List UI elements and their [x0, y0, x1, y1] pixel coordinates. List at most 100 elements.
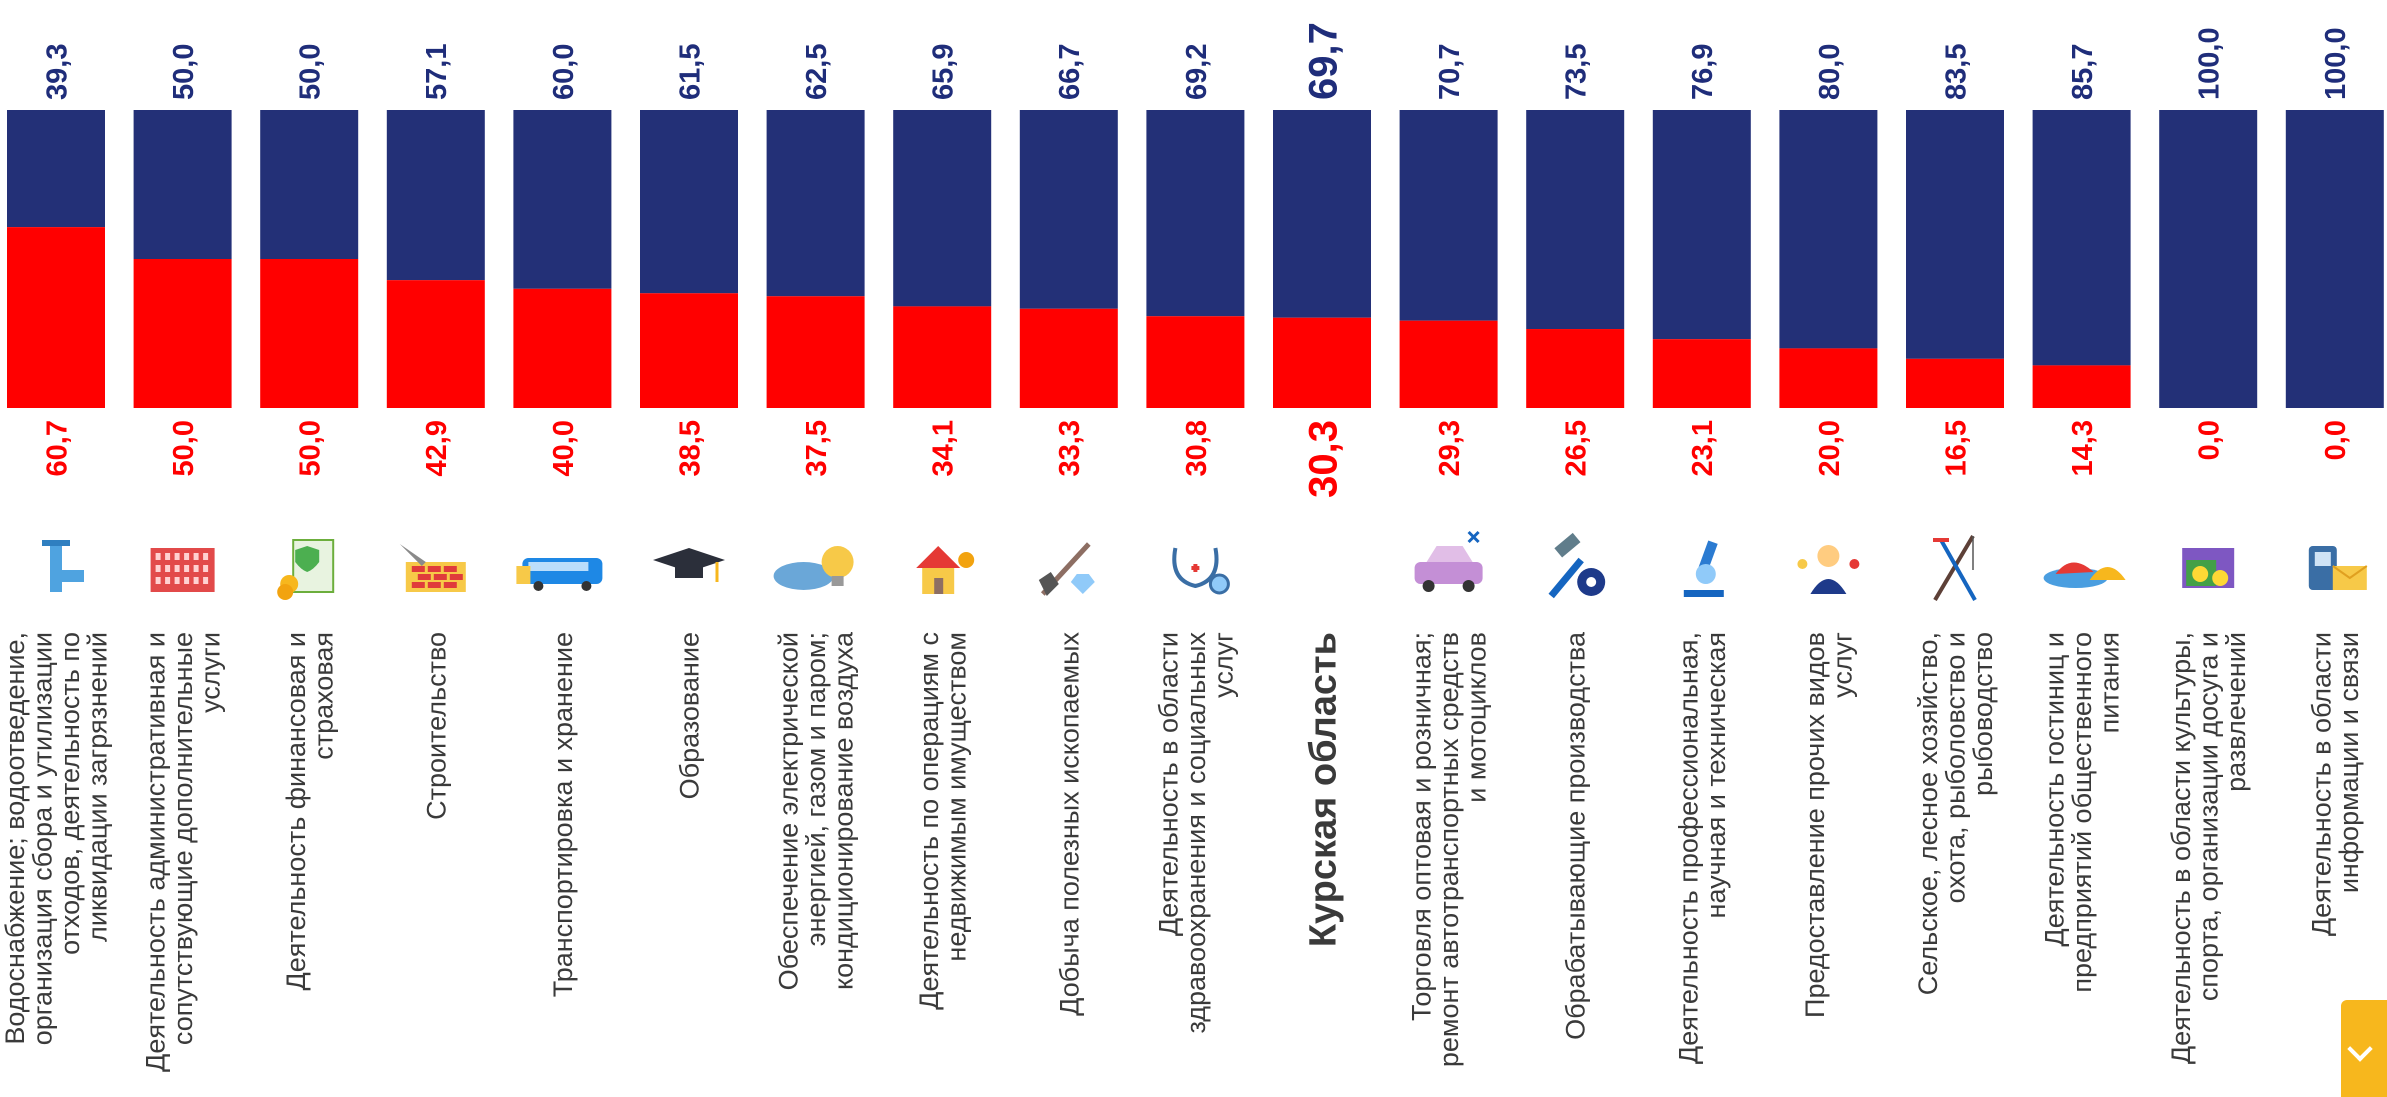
bar-upper-segment — [1146, 110, 1245, 317]
category-label: Деятельность гостиниц ипредприятий общес… — [2040, 632, 2125, 993]
upper-value-label: 60,0 — [548, 44, 580, 100]
category-label-line: ликвидации загрязнений — [83, 632, 113, 942]
category-label: Деятельность в областиинформации и связи — [2307, 632, 2365, 936]
category-label-line: и мотоциклов — [1462, 632, 1492, 803]
lower-value-labels: 60,7 50,0 50,0 42,9 40,0 38,5 37,5 34,1 33,3 30,8… — [41, 420, 2352, 498]
upper-value-label: 65,9 — [928, 44, 960, 100]
lower-value-label: 60,7 — [41, 420, 73, 476]
insurance-document-icon — [277, 539, 335, 600]
upper-value-label: 61,5 — [674, 44, 706, 100]
bars-layer — [7, 110, 2384, 408]
lower-value-label: 0,0 — [2320, 420, 2352, 460]
upper-value-label: 39,3 — [41, 44, 73, 100]
upper-value-label: 85,7 — [2067, 44, 2099, 100]
bar-lower-segment — [7, 227, 105, 408]
bar-lower-segment — [893, 306, 992, 408]
stethoscope-icon — [1172, 547, 1230, 595]
category-label-line: здравоохранения и социальных — [1181, 632, 1211, 1034]
lower-value-label: 40,0 — [548, 420, 580, 476]
category-label-line: услуг — [1828, 632, 1858, 698]
category-label-line: Деятельность административная и — [141, 632, 171, 1072]
bar-lower-segment — [1146, 316, 1245, 408]
lower-value-label: 42,9 — [421, 420, 453, 476]
bar-upper-segment — [133, 110, 232, 259]
category-label-line: Курская область — [1302, 632, 1344, 947]
bar-lower-segment — [1273, 317, 1371, 408]
category-label-line: услуг — [1208, 632, 1238, 698]
fishing-rod-icon — [1933, 534, 1977, 602]
category-label-line: Деятельность финансовая и — [281, 632, 311, 991]
bar-lower-segment — [386, 280, 485, 408]
bar-lower-segment — [766, 296, 865, 408]
theater-ticket-icon — [2182, 548, 2235, 588]
bar-lower-segment — [1019, 308, 1118, 408]
upper-value-label: 50,0 — [168, 44, 200, 100]
bar-upper-segment — [7, 110, 105, 228]
category-label-line: предприятий общественного — [2067, 632, 2097, 993]
bar-lower-segment — [513, 288, 612, 408]
category-label: Строительство — [421, 632, 451, 820]
bar-lower-segment — [1906, 358, 2004, 408]
chevron-down-icon — [2347, 1036, 2373, 1062]
phone-envelope-icon — [2308, 546, 2368, 590]
bar-upper-segment — [640, 110, 738, 294]
lower-value-label: 14,3 — [2067, 420, 2099, 476]
lower-value-label: 0,0 — [2194, 420, 2226, 460]
category-label-line: рыбоводство — [1968, 632, 1998, 796]
category-label-line: Деятельность в области — [2307, 632, 2337, 936]
category-labels: Водоснабжение; водоотведение,организация… — [0, 631, 2364, 1072]
category-label-line: услуги — [196, 632, 226, 713]
category-label-line: Обеспечение электрической — [774, 632, 804, 990]
bar-lower-segment — [1526, 329, 1625, 408]
category-label-line: организация сбора и утилизации — [28, 632, 58, 1045]
house-coins-icon — [916, 546, 975, 594]
bar-upper-segment — [1273, 110, 1371, 318]
water-pipe-icon — [42, 540, 84, 592]
category-label: Образование — [674, 632, 704, 799]
bar-lower-segment — [640, 293, 738, 408]
bar-lower-segment — [1399, 320, 1498, 408]
bar-upper-segment — [513, 110, 612, 289]
lower-value-label: 23,1 — [1687, 420, 1719, 476]
bar-upper-segment — [1399, 110, 1498, 321]
category-label: Обеспечение электрическойэнергией, газом… — [774, 631, 859, 990]
category-label-line: Сельское, лесное хозяйство, — [1913, 632, 1943, 995]
category-label: Курская область — [1302, 632, 1344, 947]
category-label-line: страховая — [308, 632, 338, 760]
upper-value-label: 69,2 — [1181, 44, 1213, 100]
category-label: Торговля оптовая и розничная;ремонт авто… — [1407, 632, 1492, 1067]
category-label: Деятельность в области культуры,спорта, … — [2166, 632, 2251, 1064]
category-label-line: Деятельность гостиниц и — [2040, 632, 2070, 947]
category-label-line: энергией, газом и паром; — [801, 632, 831, 946]
bar-upper-segment — [2159, 110, 2258, 408]
category-label-line: Деятельность в области культуры, — [2166, 632, 2196, 1064]
bar-upper-segment — [2032, 110, 2131, 366]
category-label-line: Транспортировка и хранение — [548, 632, 578, 997]
category-label: Сельское, лесное хозяйство,охота, рыболо… — [1913, 632, 1998, 995]
bar-upper-segment — [766, 110, 865, 297]
scroll-to-next-button[interactable] — [2341, 1000, 2387, 1097]
bar-upper-segment — [260, 110, 359, 259]
light-bulb-icon — [773, 546, 854, 590]
upper-value-label: 70,7 — [1434, 44, 1466, 100]
category-label: Обрабатывающие производства — [1561, 631, 1591, 1040]
lower-value-label: 30,3 — [1301, 420, 1345, 498]
upper-value-label: 100,0 — [2320, 27, 2352, 100]
category-label-line: питания — [2095, 632, 2125, 733]
category-label-line: Предоставление прочих видов — [1800, 632, 1830, 1018]
category-label-line: недвижимым имуществом — [941, 632, 971, 962]
bar-lower-segment — [1652, 339, 1751, 408]
graduation-cap-icon — [653, 548, 725, 582]
bar-upper-segment — [1019, 110, 1118, 309]
microscope-icon — [1683, 540, 1724, 597]
category-label-line: Деятельность в области — [1153, 632, 1183, 936]
upper-value-label: 62,5 — [801, 44, 833, 100]
upper-value-label: 83,5 — [1940, 44, 1972, 100]
bus-icon — [516, 558, 603, 591]
category-label: Предоставление прочих видовуслуг — [1800, 632, 1858, 1018]
upper-value-label: 50,0 — [295, 44, 327, 100]
lower-value-label: 50,0 — [295, 420, 327, 476]
category-label-line: охота, рыболовство и — [1940, 632, 1970, 903]
lower-value-label: 16,5 — [1940, 420, 1972, 476]
